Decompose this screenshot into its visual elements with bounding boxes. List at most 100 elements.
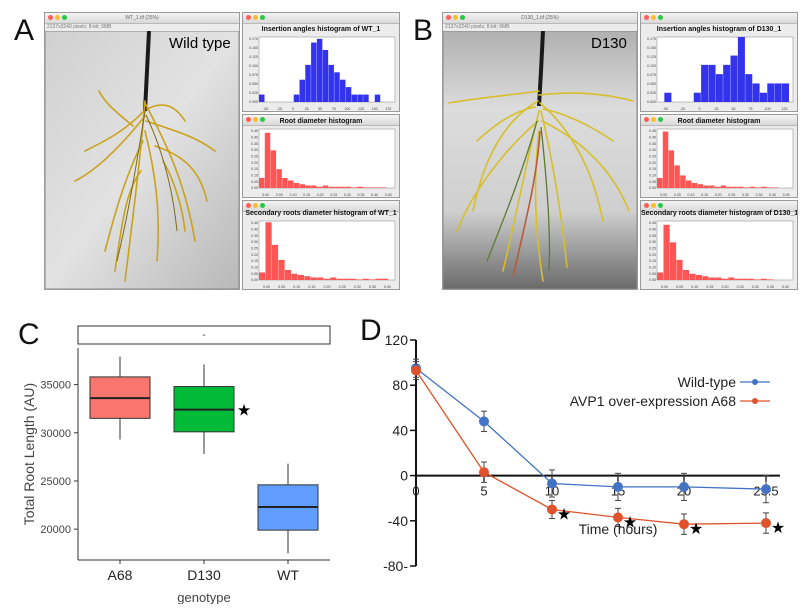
maximize-icon[interactable]	[260, 15, 265, 20]
window-titlebar[interactable]	[641, 201, 797, 212]
close-icon[interactable]	[644, 117, 649, 122]
histogram-bar	[375, 278, 382, 280]
x-tick-label: 100	[765, 107, 771, 111]
minimize-icon[interactable]	[453, 15, 458, 20]
histogram-bar	[732, 186, 738, 188]
maximize-icon[interactable]	[658, 117, 663, 122]
histogram-bar	[323, 278, 330, 280]
y-tick-label: 0.05	[251, 272, 258, 276]
histogram-bar	[322, 185, 329, 188]
minimize-icon[interactable]	[55, 15, 60, 20]
histogram-bar	[336, 278, 343, 280]
x-tick-label: 50	[318, 107, 322, 111]
data-point	[679, 481, 689, 492]
root-image-window-wt[interactable]: WT_1.tif (25%) 2137x3240 pixels; 8-bit; …	[44, 12, 240, 290]
x-tick-label: 125	[358, 107, 364, 111]
histogram-bar	[734, 278, 741, 280]
maximize-icon[interactable]	[658, 15, 663, 20]
root-scan-image-wt	[45, 31, 239, 289]
maximize-icon[interactable]	[260, 203, 265, 208]
histogram-bar	[317, 277, 324, 280]
histogram-window-b-diameter[interactable]: Root diameter histogram 0.00 0.05 0.10 0.15…	[640, 114, 798, 198]
maximize-icon[interactable]	[62, 15, 67, 20]
close-icon[interactable]	[246, 203, 251, 208]
close-icon[interactable]	[246, 15, 251, 20]
minimize-icon[interactable]	[253, 117, 258, 122]
y-tick-label: 0.15	[251, 259, 258, 263]
plant-label-d130: D130	[591, 35, 627, 52]
close-icon[interactable]	[446, 15, 451, 20]
x-tick-label: 0.00	[262, 193, 269, 197]
window-titlebar[interactable]: WT_1.tif (25%)	[45, 13, 239, 24]
x-tick-label: 0.10	[290, 193, 297, 197]
minimize-icon[interactable]	[651, 203, 656, 208]
minimize-icon[interactable]	[253, 15, 258, 20]
histogram-window-a-secondary[interactable]: Secondary roots diameter histogram of WT…	[242, 200, 400, 290]
window-titlebar[interactable]	[243, 115, 399, 126]
y-tick-label: 0.175	[647, 37, 656, 41]
maximize-icon[interactable]	[460, 15, 465, 20]
x-tick-label: D130	[187, 567, 221, 583]
significance-star: ★	[237, 403, 251, 420]
histogram-bar	[299, 184, 305, 188]
window-titlebar[interactable]	[641, 115, 797, 126]
histogram-bar	[781, 83, 790, 102]
close-icon[interactable]	[644, 203, 649, 208]
root-image-window-d130[interactable]: D130_1.tif (25%) 2137x3240 pixels; 8-bit…	[442, 12, 638, 290]
x-tick-label: 25	[305, 107, 309, 111]
histogram-bar	[708, 64, 716, 102]
x-tick-label: 0.10	[688, 193, 695, 197]
x-axis-label: genotype	[177, 590, 231, 604]
histogram-bar	[351, 94, 358, 102]
histogram-bar	[357, 94, 363, 102]
histogram-bar	[349, 278, 356, 280]
x-tick-label: -50	[663, 107, 668, 111]
histogram-bar	[663, 224, 670, 280]
histogram-bar	[738, 186, 744, 188]
histogram-plot: 0.00 0.05 0.10 0.15 0.20 0.25 0.30 0.35 0.40 0.45…	[251, 128, 396, 197]
maximize-icon[interactable]	[658, 203, 663, 208]
close-icon[interactable]	[246, 117, 251, 122]
histogram-window-a-diameter[interactable]: Root diameter histogram 0.00 0.05 0.10 0.15…	[242, 114, 400, 198]
x-tick-label: 100	[344, 107, 350, 111]
histogram-bar	[374, 94, 381, 102]
close-icon[interactable]	[48, 15, 53, 20]
x-tick-label: 0.15	[303, 193, 310, 197]
y-tick-label: 0.40	[251, 136, 258, 140]
significance-star: ★	[771, 520, 785, 537]
x-tick-label: 0.20	[324, 285, 331, 289]
panel-letter-b: B	[413, 14, 434, 47]
histogram-bar	[328, 186, 334, 188]
y-tick-label: 0.05	[649, 180, 656, 184]
histogram-window-b-insertion[interactable]: Insertion angles histogram of D130_1 -50…	[640, 12, 798, 112]
window-titlebar[interactable]: D130_1.tif (25%)	[443, 13, 637, 24]
x-tick-label: 0	[412, 484, 419, 499]
window-titlebar[interactable]	[243, 13, 399, 24]
window-titlebar[interactable]	[641, 13, 797, 24]
x-tick-label: 0.40	[371, 193, 378, 197]
histogram-bar	[743, 187, 750, 188]
minimize-icon[interactable]	[253, 203, 258, 208]
y-tick-label: 0.10	[251, 174, 258, 178]
data-point	[547, 478, 557, 489]
histogram-bar	[291, 273, 298, 280]
x-tick-label: 50	[732, 107, 736, 111]
x-tick-label: 75	[749, 107, 753, 111]
histogram-window-b-secondary[interactable]: Secondary roots diameter histogram of D1…	[640, 200, 798, 290]
histogram-window-a-insertion[interactable]: Insertion angles histogram of WT_1 -50 -2…	[242, 12, 400, 112]
window-titlebar[interactable]	[243, 201, 399, 212]
histogram-bar	[708, 277, 715, 280]
maximize-icon[interactable]	[260, 117, 265, 122]
x-tick-label: 0.40	[384, 285, 391, 289]
x-tick-label: 0.40	[782, 285, 789, 289]
histogram-bar	[737, 37, 745, 102]
y-tick-label: 20000	[40, 524, 71, 536]
minimize-icon[interactable]	[651, 15, 656, 20]
y-tick-label: 0.025	[647, 91, 656, 95]
x-tick-label: 0.30	[354, 285, 361, 289]
y-tick-label: 0.10	[251, 266, 258, 270]
y-tick-label: 0.175	[249, 37, 258, 41]
close-icon[interactable]	[644, 15, 649, 20]
x-tick-label: 0.30	[742, 193, 749, 197]
minimize-icon[interactable]	[651, 117, 656, 122]
